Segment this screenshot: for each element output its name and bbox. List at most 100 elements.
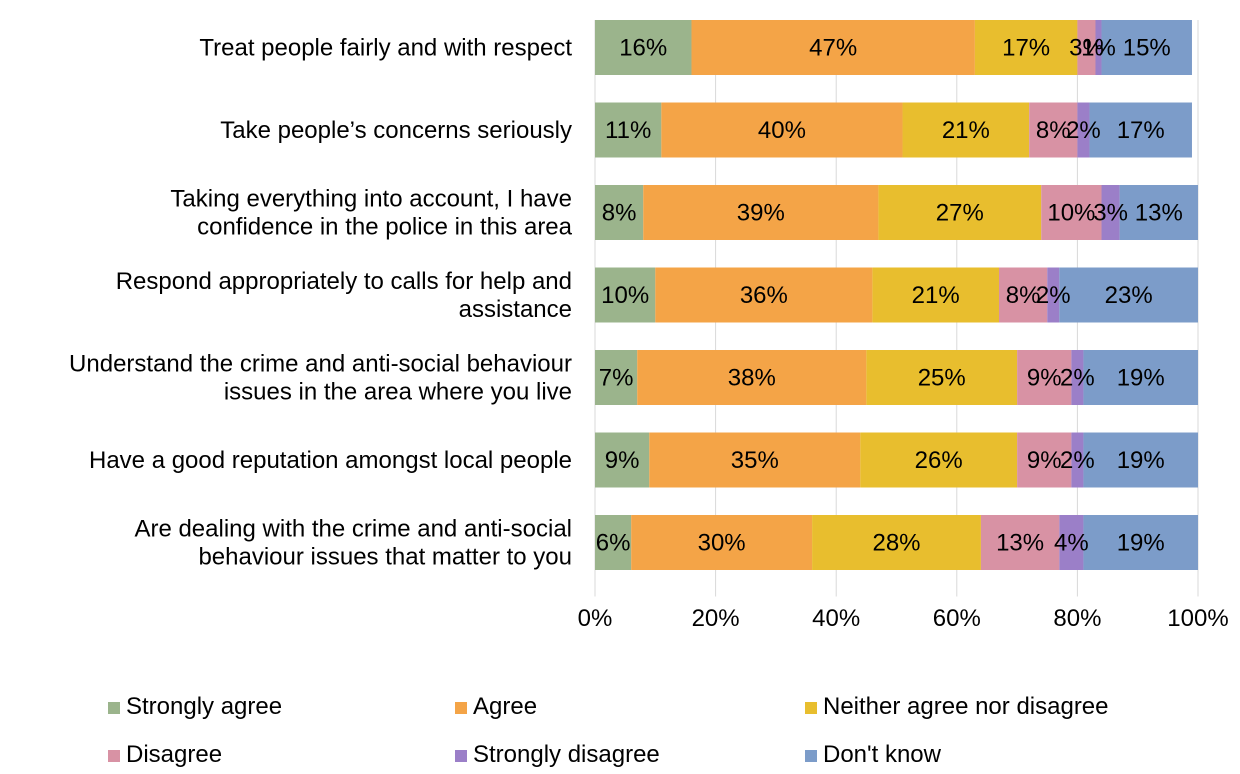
category-label: behaviour issues that matter to you (198, 544, 572, 571)
bar-segment (655, 267, 873, 323)
x-tick-label: 20% (692, 605, 740, 632)
data-label: 21% (942, 117, 990, 144)
data-label: 9% (1027, 447, 1062, 474)
data-label: 11% (605, 117, 651, 144)
data-label: 13% (996, 530, 1044, 557)
data-label: 2% (1066, 117, 1101, 144)
data-label: 10% (601, 282, 649, 309)
bar-segment (980, 515, 1060, 570)
category-label: Respond appropriately to calls for help … (116, 268, 572, 295)
bar-segment (999, 267, 1048, 323)
data-label: 4% (1054, 530, 1089, 557)
legend-label: Don't know (823, 741, 942, 768)
data-label: 39% (737, 200, 785, 227)
legend-label: Neither agree nor disagree (823, 693, 1109, 720)
bar-segment (1083, 350, 1198, 405)
x-tick-label: 80% (1053, 605, 1101, 632)
data-label: 10% (1047, 200, 1095, 227)
bar-segment (637, 350, 867, 405)
data-label: 9% (605, 447, 640, 474)
bar-segment (643, 185, 879, 240)
data-label: 3% (1093, 200, 1128, 227)
category-label: assistance (459, 296, 572, 323)
bar-segment (661, 102, 903, 158)
bar-segment (1041, 185, 1102, 240)
bar-segment (1089, 102, 1192, 158)
data-label: 28% (872, 530, 920, 557)
category-labels: Treat people fairly and with respect Take… (69, 35, 573, 571)
bar-segment (860, 432, 1018, 488)
data-label: 7% (599, 365, 634, 392)
category-label: Are dealing with the crime and anti-soci… (134, 516, 572, 543)
data-label: 2% (1060, 447, 1095, 474)
data-labels: 16% 47% 17% 3%1% 15%11% 40% 21% 8%2% 17%8% 39% 27%… (596, 35, 1183, 557)
data-label: 3% (1069, 35, 1104, 62)
legend-swatch (455, 702, 467, 714)
x-axis-tick-labels: 0% 20% 40% 60% 80% 100% (578, 605, 1229, 632)
bar-segment (1029, 102, 1078, 158)
data-label: 2% (1060, 365, 1095, 392)
bar-segment (866, 350, 1018, 405)
category-label: confidence in the police in this area (197, 214, 573, 241)
data-label: 8% (1006, 282, 1041, 309)
bar-segment (1047, 267, 1060, 323)
bar-segment (974, 20, 1078, 75)
legend-swatch (108, 702, 120, 714)
data-label: 19% (1117, 365, 1165, 392)
bar-segment (1017, 350, 1072, 405)
data-label: 19% (1117, 447, 1165, 474)
data-label: 38% (728, 365, 776, 392)
bar-segment (812, 515, 981, 570)
data-label: 16% (619, 35, 667, 62)
x-tick-label: 40% (812, 605, 860, 632)
legend-label: Strongly agree (126, 693, 282, 720)
bar-segment (1119, 185, 1198, 240)
legend: Strongly agree Agree Neither agree nor dis… (108, 693, 1109, 768)
data-label: 25% (918, 365, 966, 392)
legend-label: Disagree (126, 741, 222, 768)
category-label: Understand the crime and anti-social beh… (69, 351, 572, 378)
bar-segment (691, 20, 975, 75)
category-label: issues in the area where you live (224, 379, 572, 406)
bar-segments (595, 20, 1198, 570)
data-label: 21% (912, 282, 960, 309)
legend-label: Agree (473, 693, 537, 720)
data-label: 17% (1117, 117, 1165, 144)
bar-segment (1083, 432, 1198, 488)
data-label: 17% (1002, 35, 1050, 62)
legend-swatch (455, 750, 467, 762)
bar-segment (902, 102, 1030, 158)
data-label: 8% (1036, 117, 1071, 144)
category-label: Have a good reputation amongst local peo… (89, 447, 572, 474)
bar-segment (1101, 185, 1120, 240)
bar-segment (631, 515, 813, 570)
legend-swatch (805, 702, 817, 714)
bar-segment (595, 350, 638, 405)
bar-segment (595, 267, 656, 323)
data-label: 30% (698, 530, 746, 557)
bar-segment (1077, 102, 1090, 158)
data-label: 36% (740, 282, 788, 309)
data-label: 15% (1123, 35, 1171, 62)
bar-segment (1083, 515, 1198, 570)
data-label: 27% (936, 200, 984, 227)
bar-segment (878, 185, 1042, 240)
bar-segment (595, 102, 662, 158)
data-label: 26% (915, 447, 963, 474)
data-label: 40% (758, 117, 806, 144)
data-label: 13% (1135, 200, 1183, 227)
data-label: 8% (602, 200, 637, 227)
bar-segment (1017, 432, 1072, 488)
bar-segment (872, 267, 1000, 323)
legend-swatch (805, 750, 817, 762)
category-label: Treat people fairly and with respect (199, 35, 572, 62)
data-label: 6% (596, 530, 631, 557)
bar-segment (1077, 20, 1096, 75)
category-label: Taking everything into account, I have (170, 186, 572, 213)
legend-label: Strongly disagree (473, 741, 660, 768)
bar-segment (649, 432, 861, 488)
data-label: 9% (1027, 365, 1062, 392)
bar-segment (1101, 20, 1192, 75)
bar-segment (595, 515, 632, 570)
